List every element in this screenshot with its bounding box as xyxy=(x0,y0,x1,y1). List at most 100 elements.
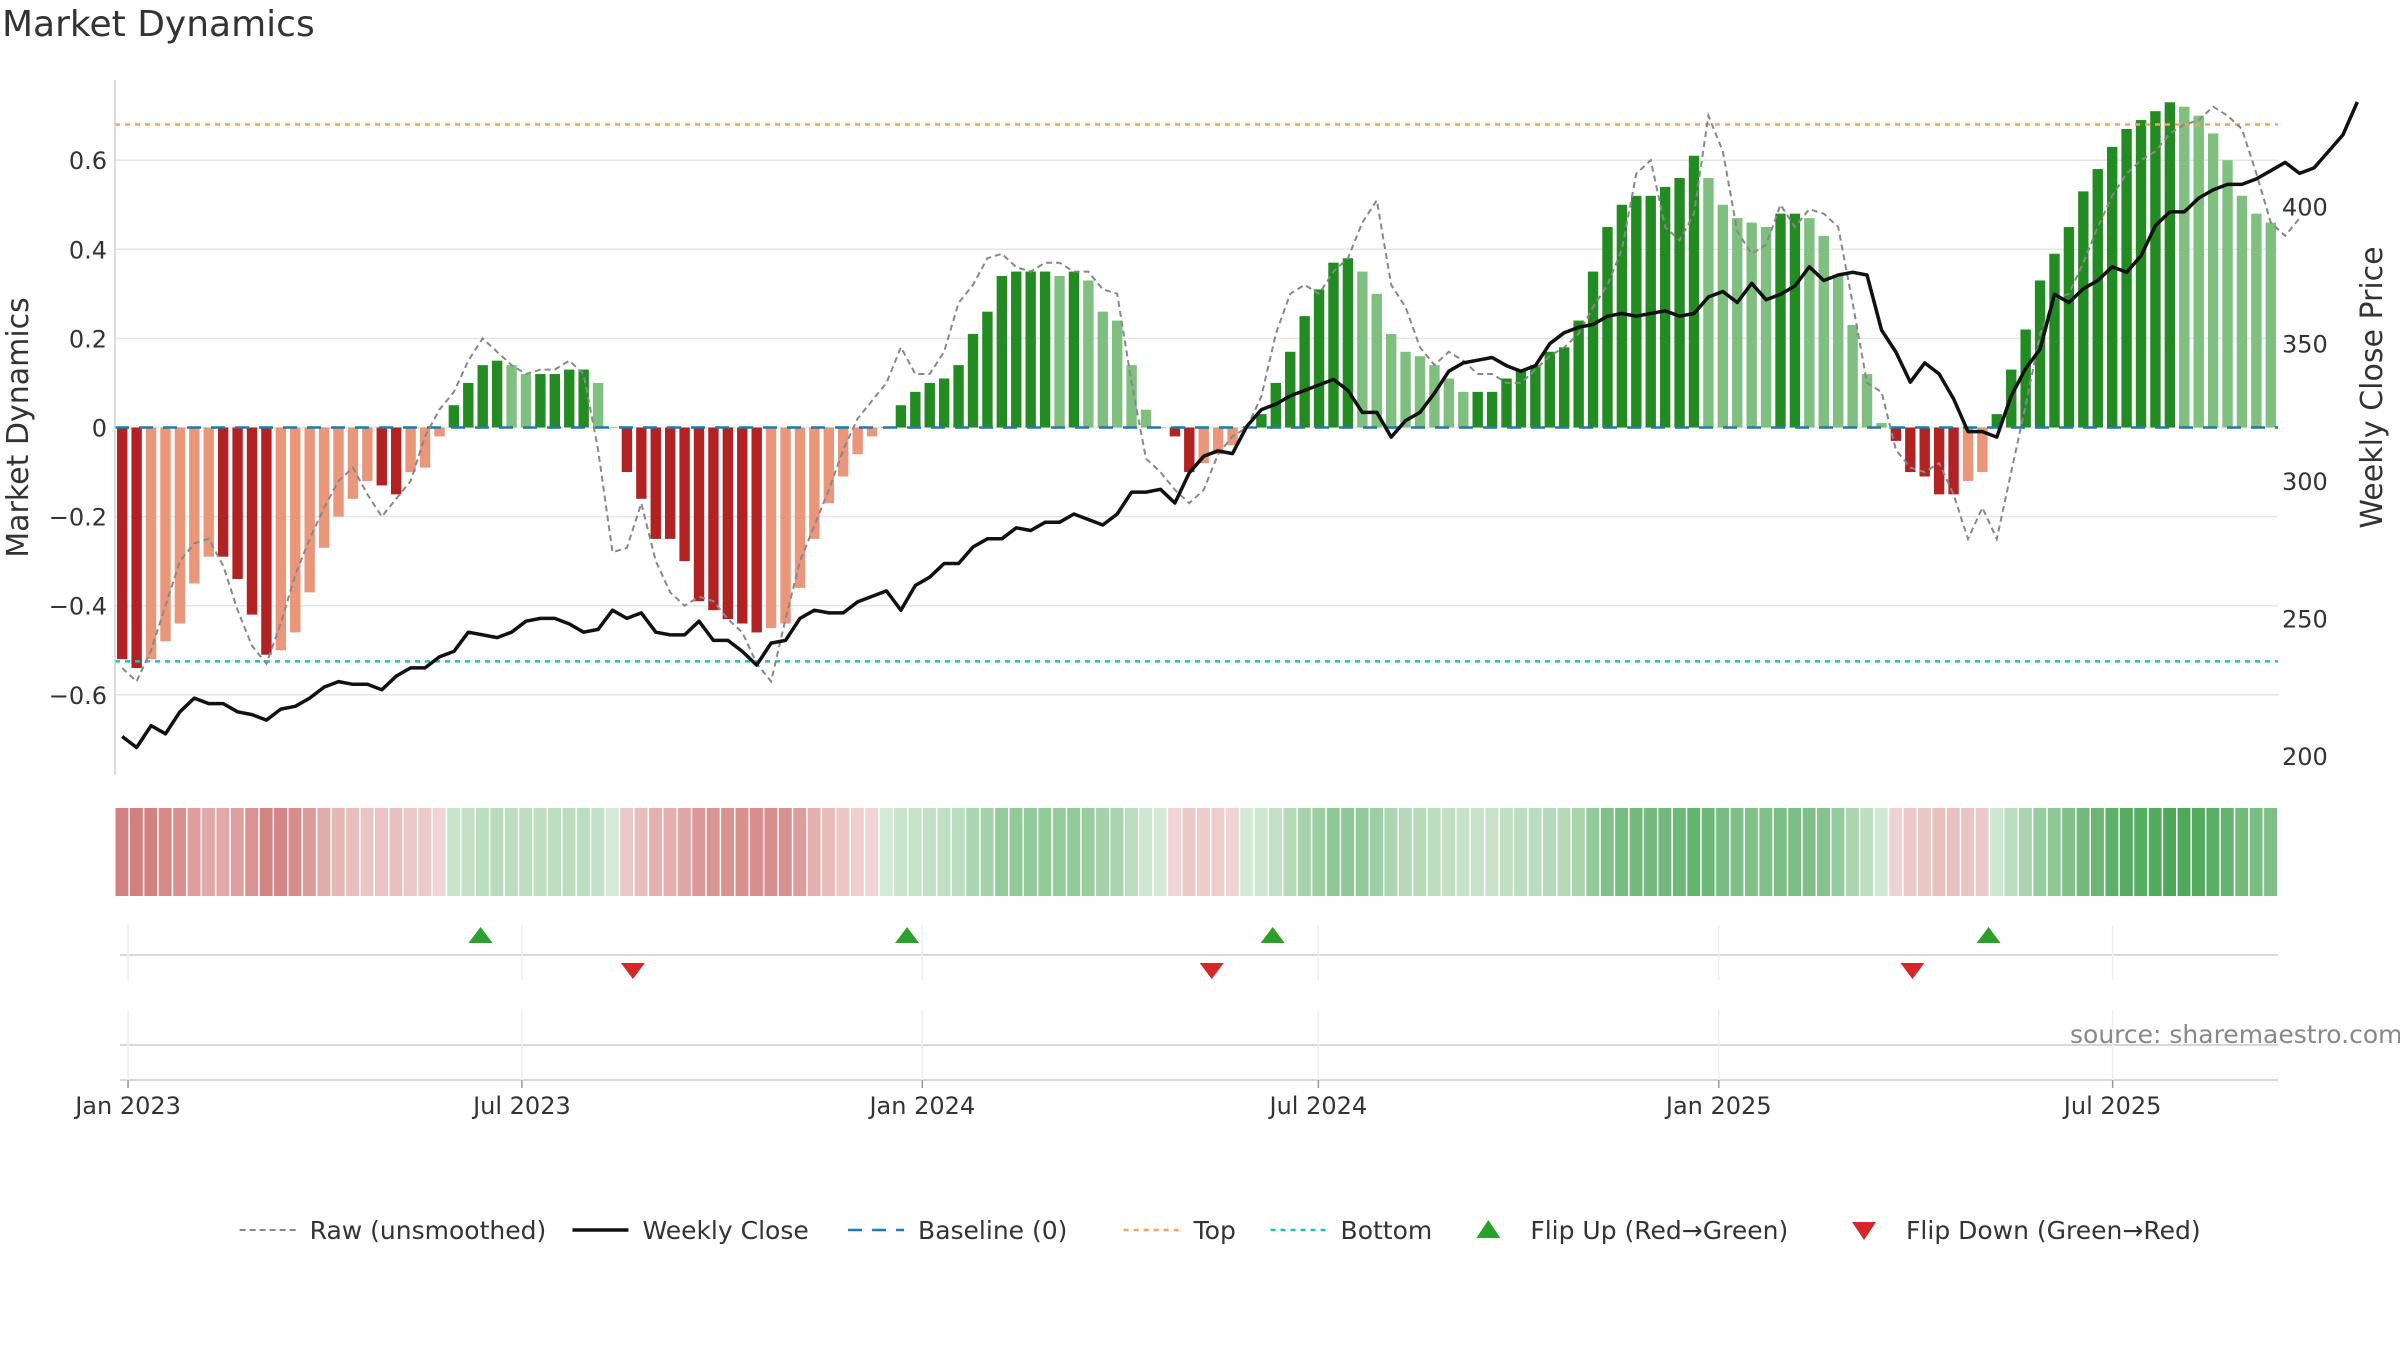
momentum-bar xyxy=(1760,227,1772,428)
momentum-bar xyxy=(419,427,431,468)
strip-cell xyxy=(634,808,648,896)
momentum-bar xyxy=(1732,218,1743,428)
momentum-bar xyxy=(722,427,734,620)
momentum-bar xyxy=(1717,204,1729,428)
legend-label: Weekly Close xyxy=(642,1216,808,1245)
momentum-bar xyxy=(1775,213,1786,428)
strip-cell xyxy=(1817,808,1830,896)
x-tick-label: Jan 2025 xyxy=(1664,1092,1772,1120)
momentum-bar xyxy=(780,427,791,624)
strip-cell xyxy=(158,808,172,896)
flip-up-marker xyxy=(895,927,920,943)
strip-cell xyxy=(1211,808,1225,896)
x-axis: Jan 2023 Jul 2023 Jan 2024 Jul 2024 Jan 2025… xyxy=(73,1080,2161,1120)
strip-cell xyxy=(1773,808,1787,896)
strip-cell xyxy=(1341,808,1355,896)
momentum-bar xyxy=(318,427,330,548)
strip-cell xyxy=(1081,808,1095,896)
legend-item-top: Top xyxy=(1123,1216,1236,1245)
strip-cell xyxy=(1600,808,1614,896)
momentum-bar xyxy=(866,427,878,437)
strip-cell xyxy=(346,808,360,896)
strip-cell xyxy=(274,808,288,896)
momentum-bar xyxy=(2049,253,2060,428)
momentum-bar xyxy=(117,427,128,660)
momentum-bar xyxy=(1212,427,1224,455)
momentum-bar xyxy=(1789,213,1801,428)
x-tick-label: Jul 2023 xyxy=(471,1092,571,1120)
momentum-bar xyxy=(967,333,979,428)
strip-cell xyxy=(706,808,720,896)
y2-tick-label: 250 xyxy=(2282,605,2328,633)
momentum-bar xyxy=(1083,280,1094,428)
y2-tick-label: 400 xyxy=(2282,193,2328,221)
strip-cell xyxy=(1168,808,1182,896)
momentum-bar xyxy=(463,382,474,428)
flip-markers xyxy=(120,925,2278,1081)
y2-tick-label: 200 xyxy=(2282,743,2328,771)
strip-cell xyxy=(504,808,518,896)
momentum-bar xyxy=(1328,262,1339,428)
momentum-bar xyxy=(1342,258,1354,428)
strip-cell xyxy=(1889,808,1903,896)
strip-cell xyxy=(2249,808,2263,896)
momentum-bar xyxy=(434,427,445,437)
strip-cell xyxy=(1240,808,1254,896)
momentum-bar xyxy=(982,311,993,428)
momentum-bar xyxy=(1400,351,1411,428)
strip-cell xyxy=(317,808,331,896)
flip-up-marker xyxy=(1260,927,1285,943)
strip-cell xyxy=(129,808,143,896)
momentum-bar xyxy=(737,427,748,624)
momentum-bar xyxy=(2251,213,2262,428)
strip-cell xyxy=(331,808,345,896)
strip-cell xyxy=(490,808,504,896)
momentum-bar xyxy=(1616,204,1628,428)
y-tick-label: −0.4 xyxy=(49,593,107,621)
strip-cell xyxy=(1932,808,1946,896)
strip-cell xyxy=(1514,808,1528,896)
strip-cell xyxy=(1586,808,1600,896)
raw-line xyxy=(121,105,2301,684)
momentum-bar xyxy=(1111,320,1123,428)
strip-cell xyxy=(533,808,547,896)
strip-cell xyxy=(1427,808,1441,896)
strip-cell xyxy=(2004,808,2018,896)
strip-cell xyxy=(2191,808,2205,896)
strip-cell xyxy=(2148,808,2162,896)
strip-cell xyxy=(591,808,605,896)
x-tick-label: Jul 2025 xyxy=(2062,1092,2162,1120)
strip-cell xyxy=(1370,808,1383,896)
momentum-bar xyxy=(1688,155,1700,428)
strip-cell xyxy=(1672,808,1686,896)
strip-cell xyxy=(605,808,619,896)
strip-cell xyxy=(1759,808,1773,896)
momentum-bar xyxy=(2034,280,2046,428)
momentum-bar xyxy=(578,369,589,428)
momentum-bar xyxy=(1587,271,1599,428)
momentum-bar xyxy=(1184,427,1195,473)
momentum-bar xyxy=(390,427,402,495)
momentum-bar xyxy=(2265,222,2276,428)
strip-cell xyxy=(1788,808,1802,896)
strip-cell xyxy=(1067,808,1081,896)
momentum-bar xyxy=(1861,374,1873,428)
strip-cell xyxy=(2018,808,2032,896)
momentum-bar xyxy=(203,427,214,557)
strip-cell xyxy=(2105,808,2119,896)
y-tick-label: 0.2 xyxy=(69,325,107,353)
strip-cell xyxy=(721,808,735,896)
legend-item-flip_up: Flip Up (Red→Green) xyxy=(1476,1216,1788,1245)
strip-cell xyxy=(389,808,403,896)
strip-cell xyxy=(1297,808,1311,896)
momentum-bar xyxy=(1890,427,1902,441)
strip-cell xyxy=(1831,808,1845,896)
strip-cell xyxy=(1658,808,1672,896)
momentum-bar xyxy=(636,427,647,499)
momentum-bar xyxy=(376,427,387,486)
strip-cell xyxy=(1110,808,1124,896)
strip-cell xyxy=(1744,808,1758,896)
momentum-bar xyxy=(852,427,863,455)
flip-down-marker xyxy=(1199,963,1224,979)
x-tick-label: Jul 2024 xyxy=(1268,1092,1368,1120)
